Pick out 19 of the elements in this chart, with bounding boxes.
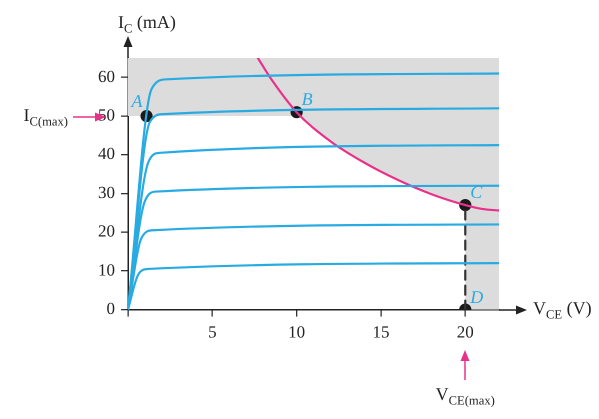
x-tick-label: 10 [288,322,306,342]
annotation: C [470,182,482,202]
text: I$_{C(max)}$ [24,105,68,129]
x-tick-label: 20 [456,322,474,342]
y-tick-label: 20 [98,222,115,241]
y-axis-title: I$_{C}$ (mA) [118,12,176,36]
y-tick-label: 0 [106,299,115,318]
annotation: A [132,91,143,112]
y-tick-label: 60 [98,66,115,86]
y-tick-label: 10 [98,260,115,280]
x-tick-label: 15 [372,322,390,342]
annotation: B [302,89,313,110]
y-tick-label: 40 [98,144,115,164]
x-tick-label: 5 [208,322,217,342]
x-axis-title: V$_{CE}$ (V) [533,298,592,322]
annotation: D [470,286,484,307]
text: V$_{CE(max)}$ [436,384,495,408]
y-tick-label: 50 [98,106,115,125]
y-tick-label: 30 [98,182,115,202]
